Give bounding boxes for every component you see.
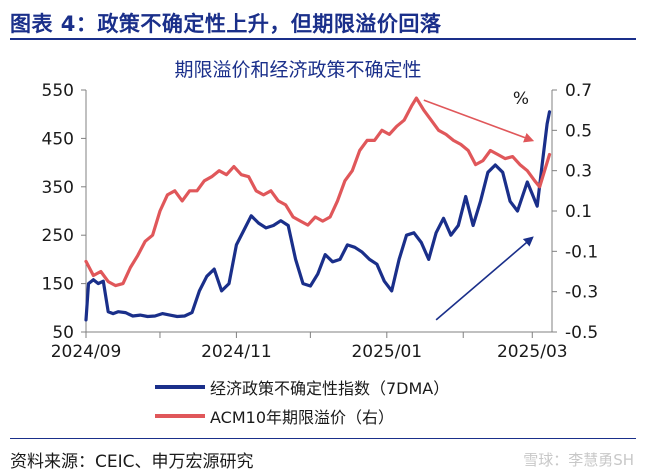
y-right-axis: 0.7 0.5 0.3 0.1 -0.1 -0.3 -0.5 <box>552 81 598 343</box>
legend-label-term-premium: ACM10年期限溢价（右） <box>210 408 394 427</box>
y-right-tick-label: 0.7 <box>565 81 592 101</box>
series-layer <box>84 96 552 322</box>
y-right-tick-label: -0.5 <box>565 323 598 343</box>
chart-title: 期限溢价和经济政策不确定性 <box>174 59 421 81</box>
y-left-tick-label: 50 <box>52 323 74 343</box>
y-right-tick-label: -0.1 <box>565 242 598 262</box>
x-axis: 2024/09 2024/11 2025/01 2025/03 <box>51 332 568 362</box>
header-rule <box>10 38 636 40</box>
source-note: 资料来源：CEIC、申万宏源研究 <box>10 452 254 472</box>
y-left-tick-label: 350 <box>42 178 74 198</box>
x-tick-label: 2024/11 <box>201 342 272 362</box>
x-tick-label: 2025/01 <box>351 342 422 362</box>
legend: 经济政策不确定性指数（7DMA） ACM10年期限溢价（右） <box>155 379 449 427</box>
series-line-term-premium <box>84 96 552 288</box>
series-line-epu <box>84 110 552 322</box>
y-left-axis: 550 450 350 250 150 50 <box>42 81 86 343</box>
figure-header: 图表 4：政策不确定性上升，但期限溢价回落 <box>0 0 648 44</box>
y-left-tick-label: 450 <box>42 129 74 149</box>
y-right-unit: % <box>513 89 529 109</box>
arrow-term-premium-down <box>423 99 535 143</box>
y-right-tick-label: -0.3 <box>565 283 598 303</box>
x-tick-label: 2024/09 <box>51 342 122 362</box>
y-right-tick-label: 0.5 <box>565 121 592 141</box>
y-left-tick-label: 150 <box>42 275 74 295</box>
plot-frame <box>85 90 553 333</box>
arrow-epu-up <box>435 236 534 321</box>
watermark: 雪球：李慧勇SH <box>523 451 634 469</box>
y-left-tick-label: 550 <box>42 81 74 101</box>
y-left-tick-label: 250 <box>42 226 74 246</box>
footer-rule <box>10 438 636 439</box>
x-tick-label: 2025/03 <box>497 342 568 362</box>
figure-title: 图表 4：政策不确定性上升，但期限溢价回落 <box>10 12 442 36</box>
annotation-arrows <box>423 99 535 321</box>
legend-label-epu: 经济政策不确定性指数（7DMA） <box>210 379 449 398</box>
y-right-tick-label: 0.1 <box>565 202 592 222</box>
y-right-tick-label: 0.3 <box>565 162 592 182</box>
